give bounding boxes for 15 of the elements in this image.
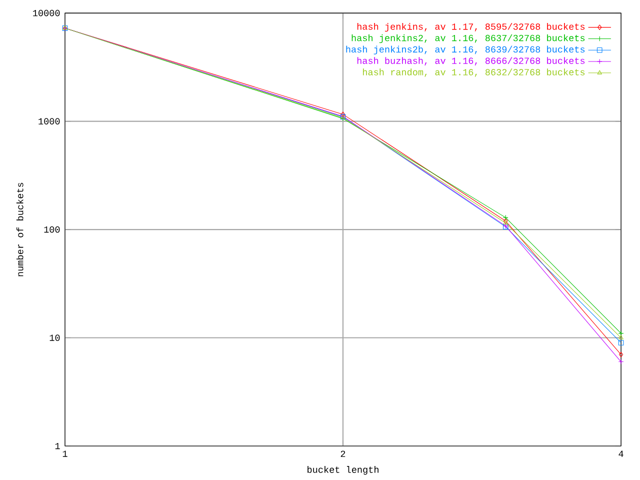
y-tick-label: 10000: [33, 10, 60, 16]
legend-label: hash jenkins2, av 1.16, 8637/32768 buckets: [352, 34, 585, 44]
x-tick-label: 1: [62, 450, 68, 457]
y-tick-label: 1: [55, 442, 60, 450]
y-tick-label: 10: [50, 334, 60, 341]
legend-label: hash jenkins2b, av 1.16, 8639/32768 buckets: [346, 46, 585, 54]
x-tick-label: 4: [618, 450, 624, 457]
x-tick-label: 2: [340, 450, 346, 457]
legend-label: hash buzhash, av 1.16, 8666/32768 buckets: [357, 57, 585, 66]
y-axis-title: number of buckets: [16, 182, 24, 276]
y-tick-label: 100: [44, 226, 60, 233]
legend-label: hash jenkins, av 1.17, 8595/32768 buckets: [357, 22, 585, 32]
legend-label: hash random, av 1.16, 8632/32768 buckets: [362, 68, 585, 77]
y-tick-label: 1000: [38, 118, 60, 124]
x-axis-title: bucket length: [308, 466, 378, 475]
